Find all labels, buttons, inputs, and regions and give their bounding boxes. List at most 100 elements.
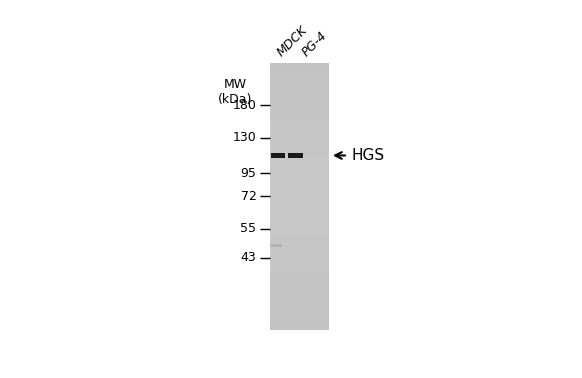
Bar (271, 306, 328, 308)
Bar (271, 142, 328, 143)
Bar (271, 244, 282, 247)
Bar (271, 139, 328, 141)
Bar (271, 297, 328, 298)
Text: 180: 180 (233, 99, 257, 112)
Bar (271, 329, 328, 330)
Bar (271, 274, 328, 276)
Bar (271, 298, 328, 299)
Bar (271, 253, 328, 254)
Bar (271, 71, 328, 73)
Bar (271, 161, 328, 162)
Bar (271, 156, 328, 158)
Bar (271, 131, 328, 133)
Bar (271, 164, 328, 166)
Bar (271, 79, 328, 81)
Bar (271, 183, 328, 184)
Bar (271, 262, 328, 263)
Bar (271, 114, 328, 115)
Bar (271, 311, 328, 313)
Bar (271, 304, 328, 305)
Bar (271, 321, 328, 322)
Bar (271, 78, 328, 79)
Bar (271, 308, 328, 309)
Bar (271, 103, 328, 104)
Bar (271, 124, 328, 126)
Bar (271, 289, 328, 290)
Bar (271, 254, 328, 256)
Text: MW
(kDa): MW (kDa) (218, 79, 253, 107)
Bar (271, 155, 328, 156)
Bar (271, 251, 328, 253)
Bar (271, 90, 328, 91)
Bar (271, 294, 328, 296)
Bar (271, 302, 328, 304)
Bar (271, 122, 328, 123)
Bar (271, 285, 328, 286)
Bar (271, 190, 328, 191)
Bar (271, 76, 328, 78)
Bar (271, 194, 328, 195)
Text: MDCK: MDCK (274, 23, 310, 59)
Bar (271, 110, 328, 111)
Text: 72: 72 (240, 190, 257, 203)
Bar (271, 116, 328, 118)
Bar (271, 208, 328, 209)
Bar (271, 134, 328, 135)
Bar (271, 233, 328, 234)
Bar (271, 211, 328, 213)
Bar (271, 234, 328, 235)
Bar (271, 268, 328, 269)
Bar (271, 203, 328, 204)
Bar (271, 263, 328, 265)
Bar (271, 84, 328, 86)
Bar (271, 310, 328, 311)
Bar (271, 270, 328, 271)
Bar (271, 178, 328, 179)
Bar (271, 98, 328, 99)
Bar (271, 245, 328, 246)
Bar (271, 67, 328, 68)
Bar (271, 214, 328, 215)
Bar (271, 95, 328, 96)
Bar (271, 187, 328, 189)
Bar (271, 136, 328, 138)
Bar (271, 265, 328, 266)
Bar (271, 143, 328, 144)
Bar (271, 284, 328, 285)
Bar (271, 63, 328, 64)
Bar (271, 279, 328, 281)
Bar (271, 138, 328, 139)
Bar (271, 121, 328, 122)
Bar (271, 237, 328, 238)
Bar (271, 215, 328, 217)
Bar (271, 167, 328, 169)
Text: 130: 130 (233, 131, 257, 144)
Bar (271, 86, 328, 87)
Bar (271, 96, 328, 98)
Text: 55: 55 (240, 222, 257, 235)
Bar (271, 193, 328, 194)
Bar (271, 282, 328, 284)
Bar (271, 162, 328, 163)
Bar (271, 179, 328, 181)
Bar (271, 259, 328, 261)
Bar (271, 241, 328, 242)
Bar (271, 184, 328, 186)
Bar (271, 70, 328, 71)
Bar (271, 231, 328, 233)
Bar (271, 99, 328, 101)
Bar (271, 258, 328, 259)
Bar (271, 243, 328, 245)
Bar (271, 113, 328, 114)
Bar (271, 318, 328, 319)
Bar (271, 73, 328, 74)
Bar (271, 94, 328, 95)
Bar (271, 75, 328, 76)
Bar (271, 319, 328, 321)
Bar (271, 257, 328, 258)
Bar (271, 299, 328, 301)
Bar (271, 189, 328, 190)
Bar (271, 173, 328, 174)
Bar (271, 242, 328, 243)
Bar (271, 170, 328, 171)
